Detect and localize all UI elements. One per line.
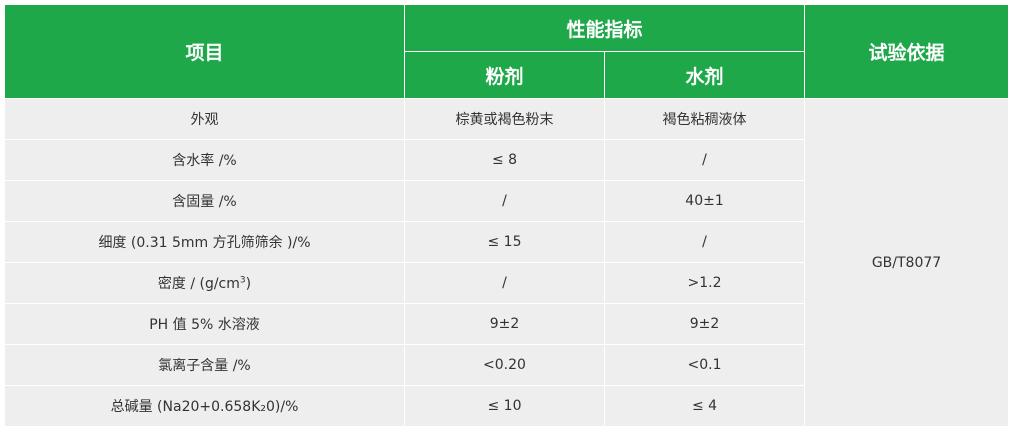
row-liquid-value: 9±2 <box>603 303 806 345</box>
table-row: 细度 (0.31 5mm 方孔筛筛余 )/% ≤ 15 / <box>4 221 1009 263</box>
row-powder-value: ≤ 10 <box>404 385 605 427</box>
table-row: 含水率 /% ≤ 8 / <box>4 139 1009 181</box>
row-powder-value: ≤ 8 <box>404 139 605 181</box>
density-superscript: 3 <box>239 275 246 286</box>
density-label-tail: ) <box>245 276 252 292</box>
row-powder-value: / <box>404 180 605 222</box>
table-row: 密度 / (g/cm3) / >1.2 <box>4 262 1009 304</box>
row-powder-value: 9±2 <box>404 303 605 345</box>
row-liquid-value: / <box>603 139 806 181</box>
row-liquid-value: 40±1 <box>603 180 806 222</box>
row-powder-value: <0.20 <box>404 344 605 386</box>
table-body: 外观 棕黄或褐色粉末 褐色粘稠液体 GB/T8077 含水率 /% ≤ 8 / … <box>4 98 1010 427</box>
header-row-sub: 粉剂 水剂 <box>5 51 1009 99</box>
density-label: 密度 / (g/cm <box>157 276 240 292</box>
header-powder: 粉剂 <box>404 51 605 99</box>
row-liquid-value: >1.2 <box>603 262 806 304</box>
header-liquid: 水剂 <box>603 51 806 99</box>
table-row: 氯离子含量 /% <0.20 <0.1 <box>4 344 1009 386</box>
row-item-solid-content: 含固量 /% <box>4 180 405 222</box>
table-header: 项目 性能指标 试验依据 粉剂 水剂 <box>4 4 1010 99</box>
row-item-chloride: 氯离子含量 /% <box>4 344 405 386</box>
row-liquid-value: / <box>603 221 806 263</box>
test-basis-cell: GB/T8077 <box>804 98 1010 427</box>
row-powder-value: ≤ 15 <box>404 221 605 263</box>
row-item-fineness: 细度 (0.31 5mm 方孔筛筛余 )/% <box>4 221 405 263</box>
table-row: PH 值 5% 水溶液 9±2 9±2 <box>4 303 1009 345</box>
row-item-appearance: 外观 <box>4 98 405 140</box>
row-item-ph: PH 值 5% 水溶液 <box>4 303 405 345</box>
row-item-moisture: 含水率 /% <box>4 139 405 181</box>
row-powder-value: / <box>404 262 605 304</box>
header-performance: 性能指标 <box>403 4 806 52</box>
row-liquid-value: ≤ 4 <box>603 385 806 427</box>
header-row-top: 项目 性能指标 试验依据 <box>4 4 1010 99</box>
row-powder-value: 棕黄或褐色粉末 <box>404 98 605 140</box>
row-item-density: 密度 / (g/cm3) <box>4 262 405 304</box>
header-basis: 试验依据 <box>804 4 1010 99</box>
spec-table-wrapper: 项目 性能指标 试验依据 粉剂 水剂 外观 棕黄或褐色粉末 褐色粘稠液体 GB/… <box>4 4 1010 427</box>
table-row: 含固量 /% / 40±1 <box>4 180 1009 222</box>
table-row: 外观 棕黄或褐色粉末 褐色粘稠液体 GB/T8077 <box>4 98 1010 427</box>
row-liquid-value: 褐色粘稠液体 <box>603 98 806 140</box>
row-liquid-value: <0.1 <box>603 344 806 386</box>
row-item-total-alkali: 总碱量 (Na20+0.658K₂0)/% <box>4 385 405 427</box>
performance-spec-table: 项目 性能指标 试验依据 粉剂 水剂 外观 棕黄或褐色粉末 褐色粘稠液体 GB/… <box>4 4 1010 427</box>
header-item: 项目 <box>4 4 405 99</box>
table-row: 总碱量 (Na20+0.658K₂0)/% ≤ 10 ≤ 4 <box>4 385 1009 427</box>
